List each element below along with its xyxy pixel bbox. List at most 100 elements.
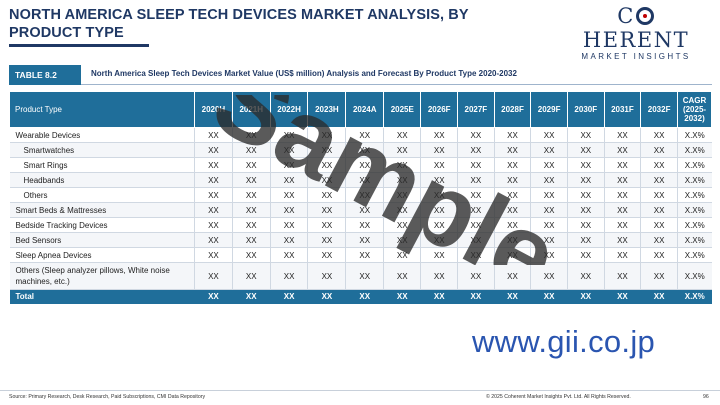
column-header: CAGR (2025-2032) bbox=[677, 91, 712, 128]
total-label: Total bbox=[9, 289, 195, 304]
value-cell: XX bbox=[640, 247, 678, 263]
logo-tagline: MARKET INSIGHTS bbox=[581, 52, 691, 61]
column-header: 2023H bbox=[307, 91, 347, 128]
value-cell: XX bbox=[194, 142, 233, 158]
value-cell: XX bbox=[530, 217, 568, 233]
value-cell: XX bbox=[345, 187, 384, 203]
total-value-cell: X.X% bbox=[677, 289, 712, 304]
cagr-cell: X.X% bbox=[677, 157, 712, 173]
value-cell: XX bbox=[566, 172, 605, 188]
value-cell: XX bbox=[269, 127, 308, 143]
value-cell: XX bbox=[231, 247, 271, 263]
logo-o-icon bbox=[635, 7, 654, 25]
value-cell: XX bbox=[345, 127, 384, 143]
value-cell: XX bbox=[530, 202, 568, 218]
value-cell: XX bbox=[603, 202, 641, 218]
value-cell: XX bbox=[269, 187, 308, 203]
value-cell: XX bbox=[530, 232, 568, 248]
value-cell: XX bbox=[603, 157, 641, 173]
value-cell: XX bbox=[269, 142, 308, 158]
value-cell: XX bbox=[231, 217, 271, 233]
cagr-cell: X.X% bbox=[677, 172, 712, 188]
value-cell: XX bbox=[603, 187, 641, 203]
value-cell: XX bbox=[457, 217, 495, 233]
value-cell: XX bbox=[530, 247, 568, 263]
value-cell: XX bbox=[269, 262, 308, 290]
value-cell: XX bbox=[345, 157, 384, 173]
logo-letter-c: C bbox=[617, 4, 635, 28]
value-cell: XX bbox=[194, 262, 233, 290]
value-cell: XX bbox=[530, 127, 568, 143]
title-box: NORTH AMERICA SLEEP TECH DEVICES MARKET … bbox=[9, 6, 479, 42]
value-cell: XX bbox=[269, 247, 308, 263]
column-header: 2027F bbox=[457, 91, 495, 128]
total-value-cell: XX bbox=[457, 289, 495, 304]
value-cell: XX bbox=[345, 217, 384, 233]
value-cell: XX bbox=[420, 172, 458, 188]
value-cell: XX bbox=[383, 187, 421, 203]
value-cell: XX bbox=[493, 202, 531, 218]
value-cell: XX bbox=[345, 172, 384, 188]
value-cell: XX bbox=[231, 172, 271, 188]
row-label: Others bbox=[9, 187, 195, 203]
value-cell: XX bbox=[307, 217, 346, 233]
value-cell: XX bbox=[603, 232, 641, 248]
value-cell: XX bbox=[457, 232, 495, 248]
value-cell: XX bbox=[640, 157, 678, 173]
source-note: Source: Primary Research, Desk Research,… bbox=[9, 394, 206, 400]
value-cell: XX bbox=[345, 262, 384, 290]
logo-wordmark: CHERENT bbox=[566, 4, 706, 52]
company-logo: CHERENT MARKET INSIGHTS bbox=[566, 4, 706, 61]
cagr-cell: X.X% bbox=[677, 187, 712, 203]
value-cell: XX bbox=[194, 247, 233, 263]
total-value-cell: XX bbox=[194, 289, 233, 304]
column-header: 2026F bbox=[420, 91, 459, 128]
copyright-note: © 2025 Coherent Market Insights Pvt. Ltd… bbox=[486, 394, 631, 400]
value-cell: XX bbox=[307, 172, 346, 188]
value-cell: XX bbox=[530, 172, 568, 188]
value-cell: XX bbox=[194, 157, 233, 173]
value-cell: XX bbox=[231, 232, 271, 248]
value-cell: XX bbox=[640, 217, 678, 233]
total-value-cell: XX bbox=[566, 289, 605, 304]
cagr-cell: X.X% bbox=[677, 217, 712, 233]
value-cell: XX bbox=[383, 262, 421, 290]
value-cell: XX bbox=[640, 262, 678, 290]
value-cell: XX bbox=[493, 127, 531, 143]
cagr-cell: X.X% bbox=[677, 142, 712, 158]
value-cell: XX bbox=[530, 142, 568, 158]
table-row: Bed Sensors XX XX XX XX XX XX XX XX XX XX XX XX XX X.X… bbox=[9, 232, 712, 248]
value-cell: XX bbox=[269, 217, 308, 233]
table-row: Sleep Apnea Devices XX XX XX XX XX XX XX XX XX XX X… bbox=[9, 247, 712, 263]
value-cell: XX bbox=[603, 262, 641, 290]
total-row: Total XX XX XX XX XX XX XX XX XX XX XX XX XX X.X% bbox=[9, 289, 712, 304]
progress-dots bbox=[338, 396, 374, 401]
column-header: 2032F bbox=[640, 91, 678, 128]
value-cell: XX bbox=[345, 232, 384, 248]
value-cell: XX bbox=[493, 142, 531, 158]
value-cell: XX bbox=[269, 232, 308, 248]
table-number-tag: TABLE 8.2 bbox=[9, 65, 81, 85]
value-cell: XX bbox=[383, 157, 421, 173]
value-cell: XX bbox=[566, 262, 605, 290]
value-cell: XX bbox=[231, 202, 271, 218]
value-cell: XX bbox=[231, 127, 271, 143]
value-cell: XX bbox=[457, 142, 495, 158]
table-row: Headbands XX XX XX XX XX XX XX XX XX XX XX XX XX X.X% bbox=[9, 172, 712, 188]
cagr-cell: X.X% bbox=[677, 127, 712, 143]
table-row: Others XX XX XX XX XX XX XX XX XX XX XX XX XX X.X% bbox=[9, 187, 712, 203]
value-cell: XX bbox=[640, 202, 678, 218]
value-cell: XX bbox=[345, 202, 384, 218]
value-cell: XX bbox=[420, 217, 458, 233]
value-cell: XX bbox=[307, 187, 346, 203]
column-header: 2020H bbox=[194, 91, 233, 128]
title-underline bbox=[9, 44, 149, 47]
value-cell: XX bbox=[194, 232, 233, 248]
table-row: Smart Beds & Mattresses XX XX XX XX XX XX XX XX X… bbox=[9, 202, 712, 218]
row-label: Bedside Tracking Devices bbox=[9, 217, 195, 233]
value-cell: XX bbox=[383, 247, 421, 263]
value-cell: XX bbox=[420, 232, 458, 248]
column-header: 2025E bbox=[383, 91, 422, 128]
value-cell: XX bbox=[493, 232, 531, 248]
page-number: 96 bbox=[703, 394, 709, 400]
